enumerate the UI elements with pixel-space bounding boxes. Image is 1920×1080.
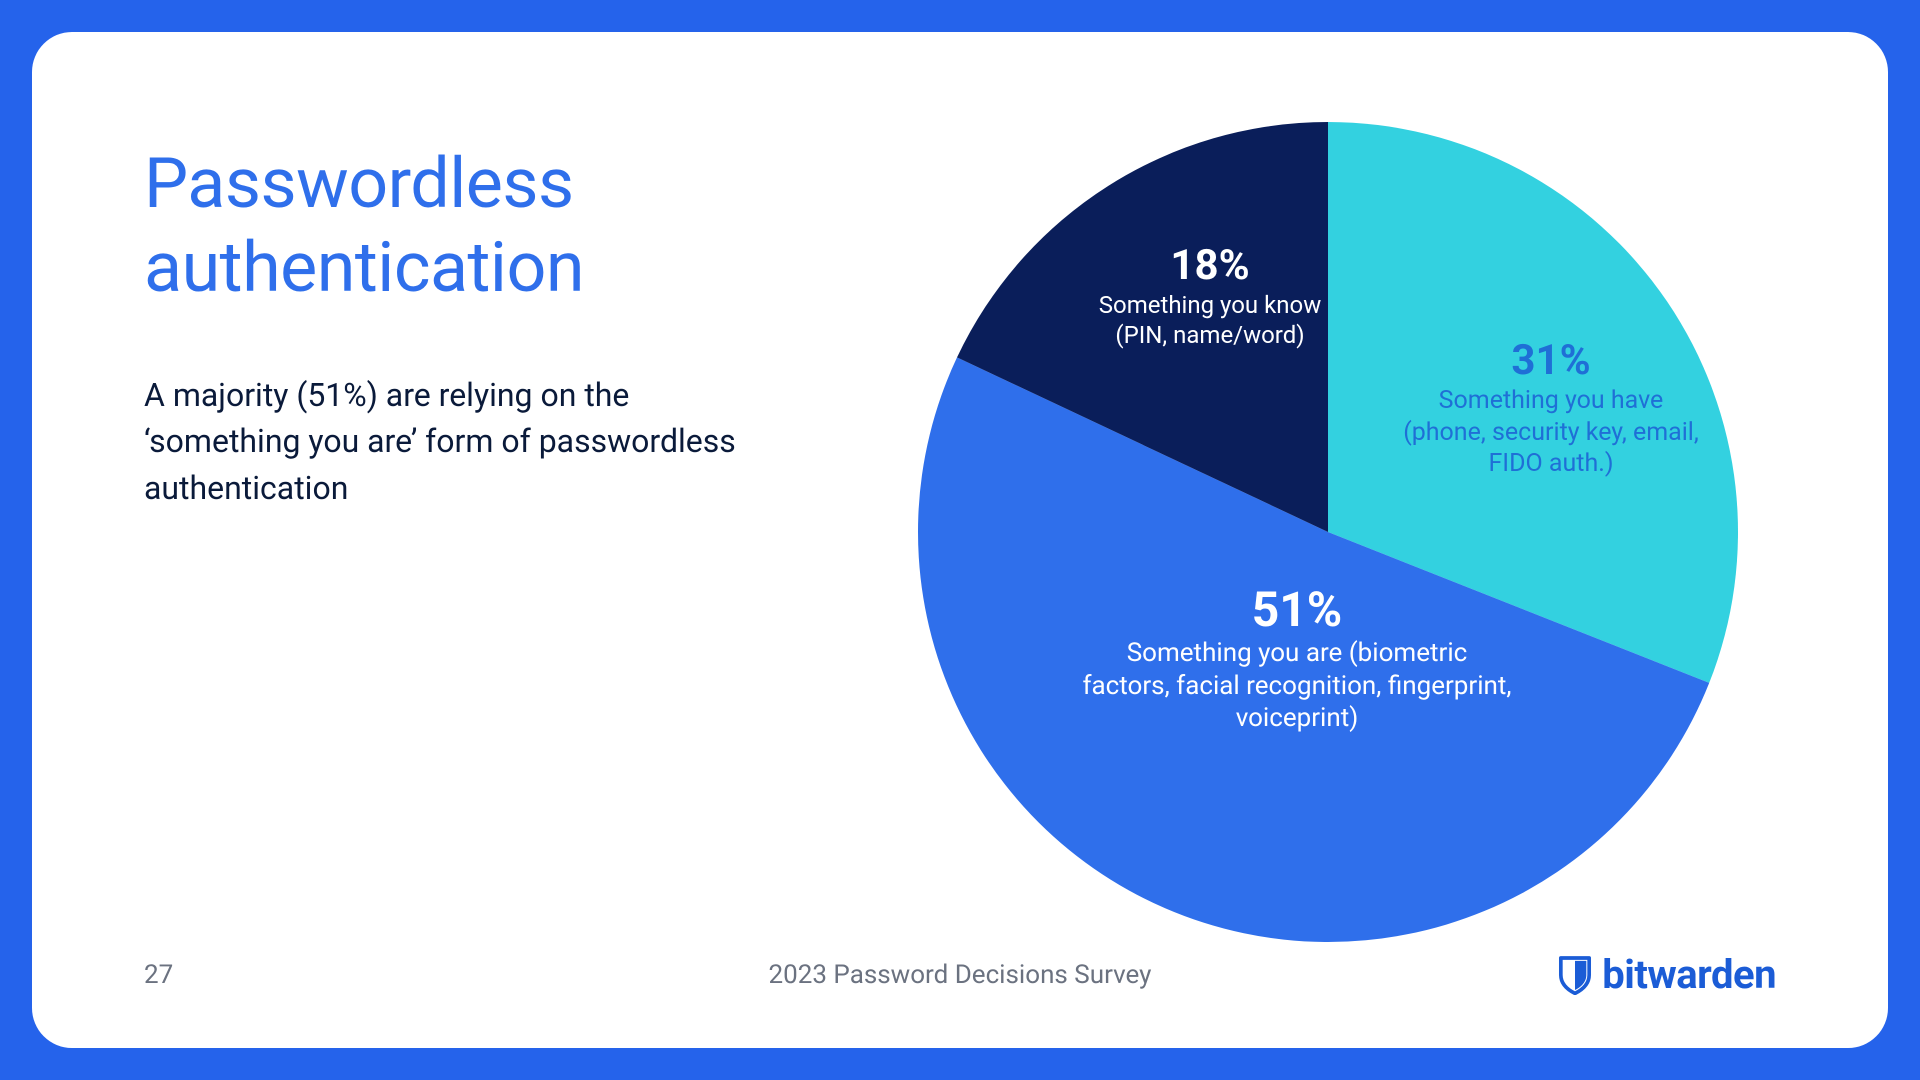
- title-line-1: Passwordless: [144, 143, 574, 225]
- pie-desc-know: Something you know (PIN, name/word): [1090, 290, 1330, 350]
- footer-caption: 2023 Password Decisions Survey: [769, 960, 1152, 990]
- pie-label-have: 31%Something you have (phone, security k…: [1401, 337, 1701, 479]
- slide-footer: 27 2023 Password Decisions Survey bitwar…: [144, 951, 1776, 998]
- slide-card: Passwordless authentication A majority (…: [32, 32, 1888, 1048]
- brand-logo: bitwarden: [1558, 951, 1776, 998]
- slide-outer: Passwordless authentication A majority (…: [0, 0, 1920, 1080]
- page-number: 27: [144, 960, 173, 990]
- slide-subtitle: A majority (51%) are relying on the ‘som…: [144, 372, 764, 511]
- pie-chart-svg: [908, 112, 1748, 952]
- slide-title: Passwordless authentication: [144, 142, 584, 310]
- title-line-2: authentication: [144, 227, 584, 309]
- pie-label-are: 51%Something you are (biometric factors,…: [1082, 582, 1512, 735]
- pie-pct-know: 18%: [1090, 242, 1330, 290]
- shield-icon: [1558, 955, 1592, 995]
- pie-label-know: 18%Something you know (PIN, name/word): [1090, 242, 1330, 350]
- brand-name: bitwarden: [1602, 951, 1776, 998]
- pie-pct-are: 51%: [1082, 582, 1512, 637]
- pie-desc-have: Something you have (phone, security key,…: [1401, 385, 1701, 479]
- pie-chart: 31%Something you have (phone, security k…: [908, 112, 1748, 952]
- pie-desc-are: Something you are (biometric factors, fa…: [1082, 637, 1512, 735]
- pie-pct-have: 31%: [1401, 337, 1701, 385]
